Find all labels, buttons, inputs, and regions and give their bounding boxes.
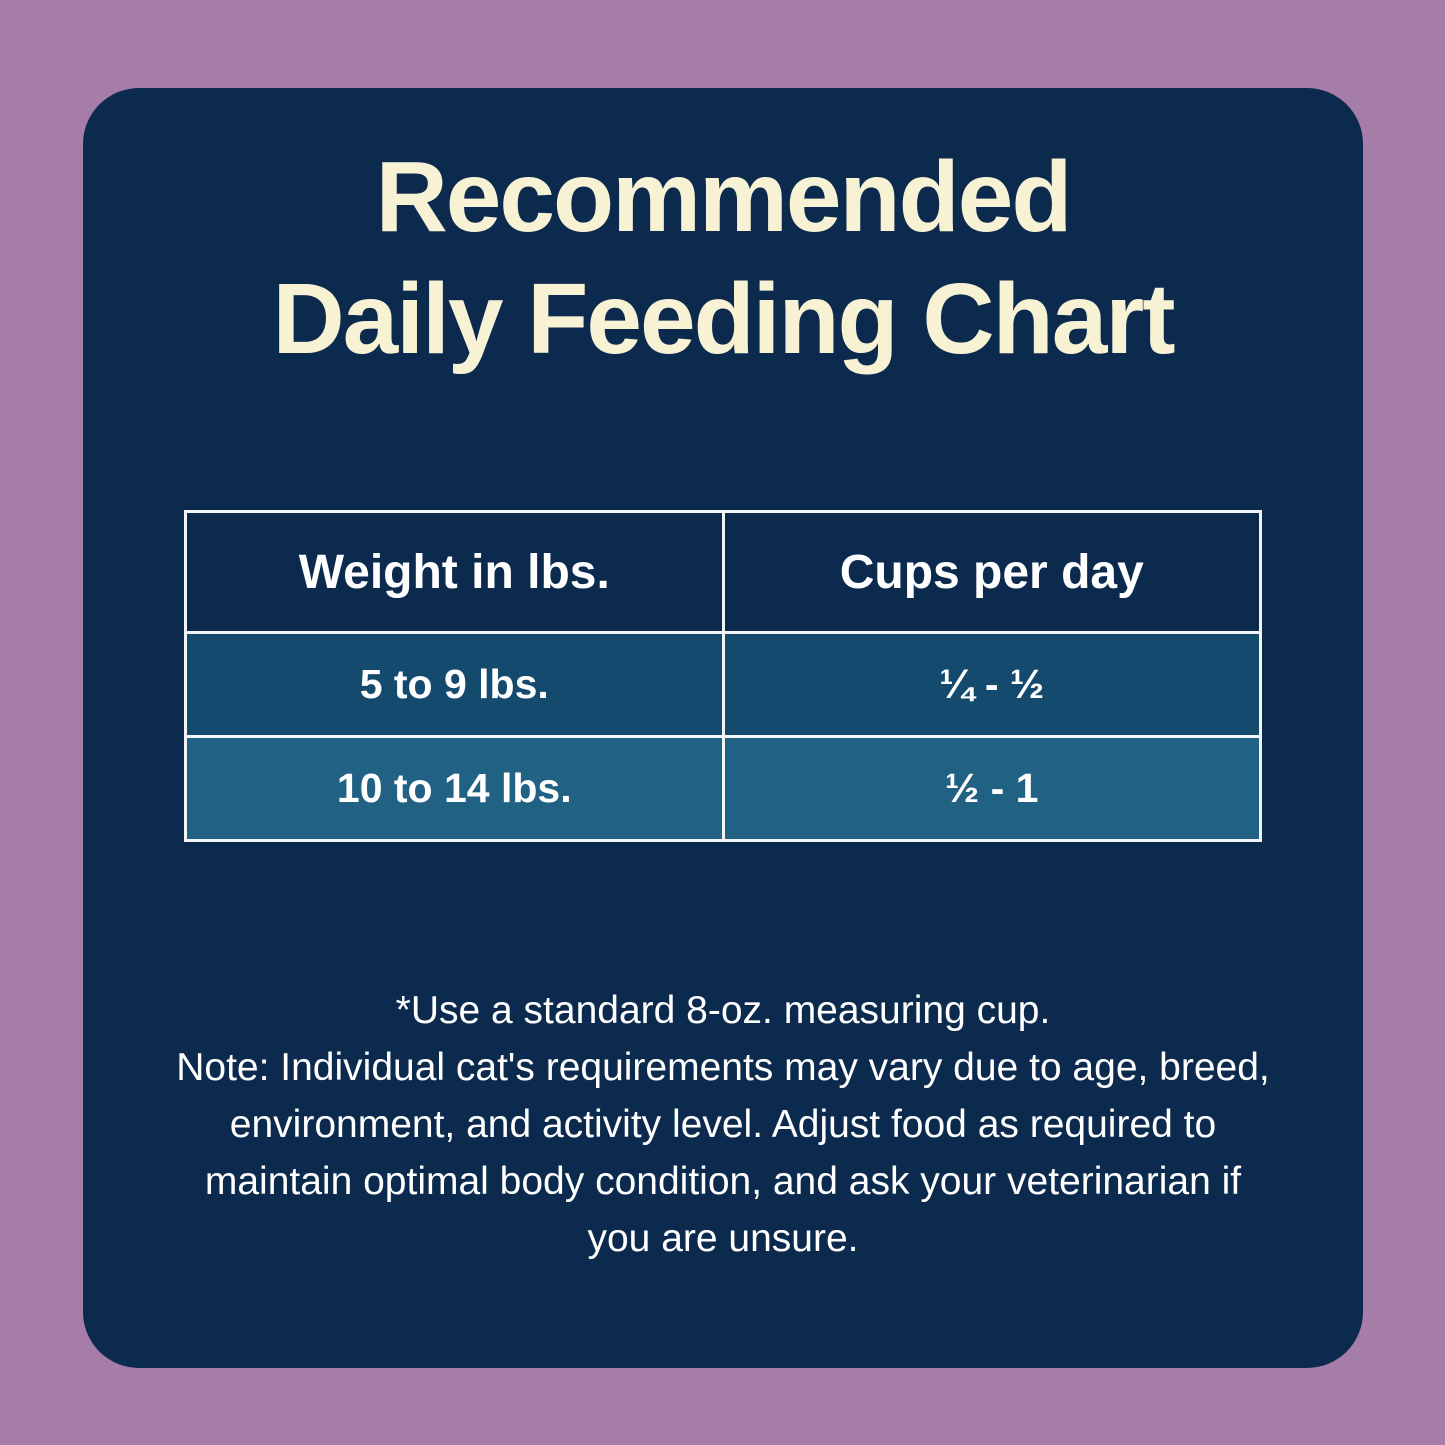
footnote-line: *Use a standard 8-oz. measuring cup. xyxy=(395,989,1051,1032)
footnote-line: maintain optimal body condition, and ask… xyxy=(204,1160,1242,1203)
column-header-cups: Cups per day xyxy=(721,510,1262,634)
table-header-row: Weight in lbs. Cups per day xyxy=(184,510,1262,634)
table-row: 5 to 9 lbs. ¼ - ½ xyxy=(184,631,1262,738)
cups-cell: ½ - 1 xyxy=(721,735,1262,842)
weight-cell: 10 to 14 lbs. xyxy=(184,735,725,842)
title-line-1: Recommended xyxy=(375,141,1073,253)
feeding-table: Weight in lbs. Cups per day 5 to 9 lbs. … xyxy=(184,510,1262,842)
cups-cell: ¼ - ½ xyxy=(721,631,1262,738)
page-title: Recommended Daily Feeding Chart xyxy=(83,136,1363,380)
weight-cell: 5 to 9 lbs. xyxy=(184,631,725,738)
footnote-line: you are unsure. xyxy=(587,1217,859,1260)
column-header-weight: Weight in lbs. xyxy=(184,510,725,634)
feeding-chart-card: Recommended Daily Feeding Chart Weight i… xyxy=(83,88,1363,1368)
footnote-line: environment, and activity level. Adjust … xyxy=(229,1103,1217,1146)
table-row: 10 to 14 lbs. ½ - 1 xyxy=(184,735,1262,842)
footnote-block: *Use a standard 8-oz. measuring cup. Not… xyxy=(83,982,1363,1267)
footnote-line: Note: Individual cat's requirements may … xyxy=(176,1046,1270,1089)
feeding-table-container: Weight in lbs. Cups per day 5 to 9 lbs. … xyxy=(184,510,1262,842)
title-line-2: Daily Feeding Chart xyxy=(272,263,1175,375)
